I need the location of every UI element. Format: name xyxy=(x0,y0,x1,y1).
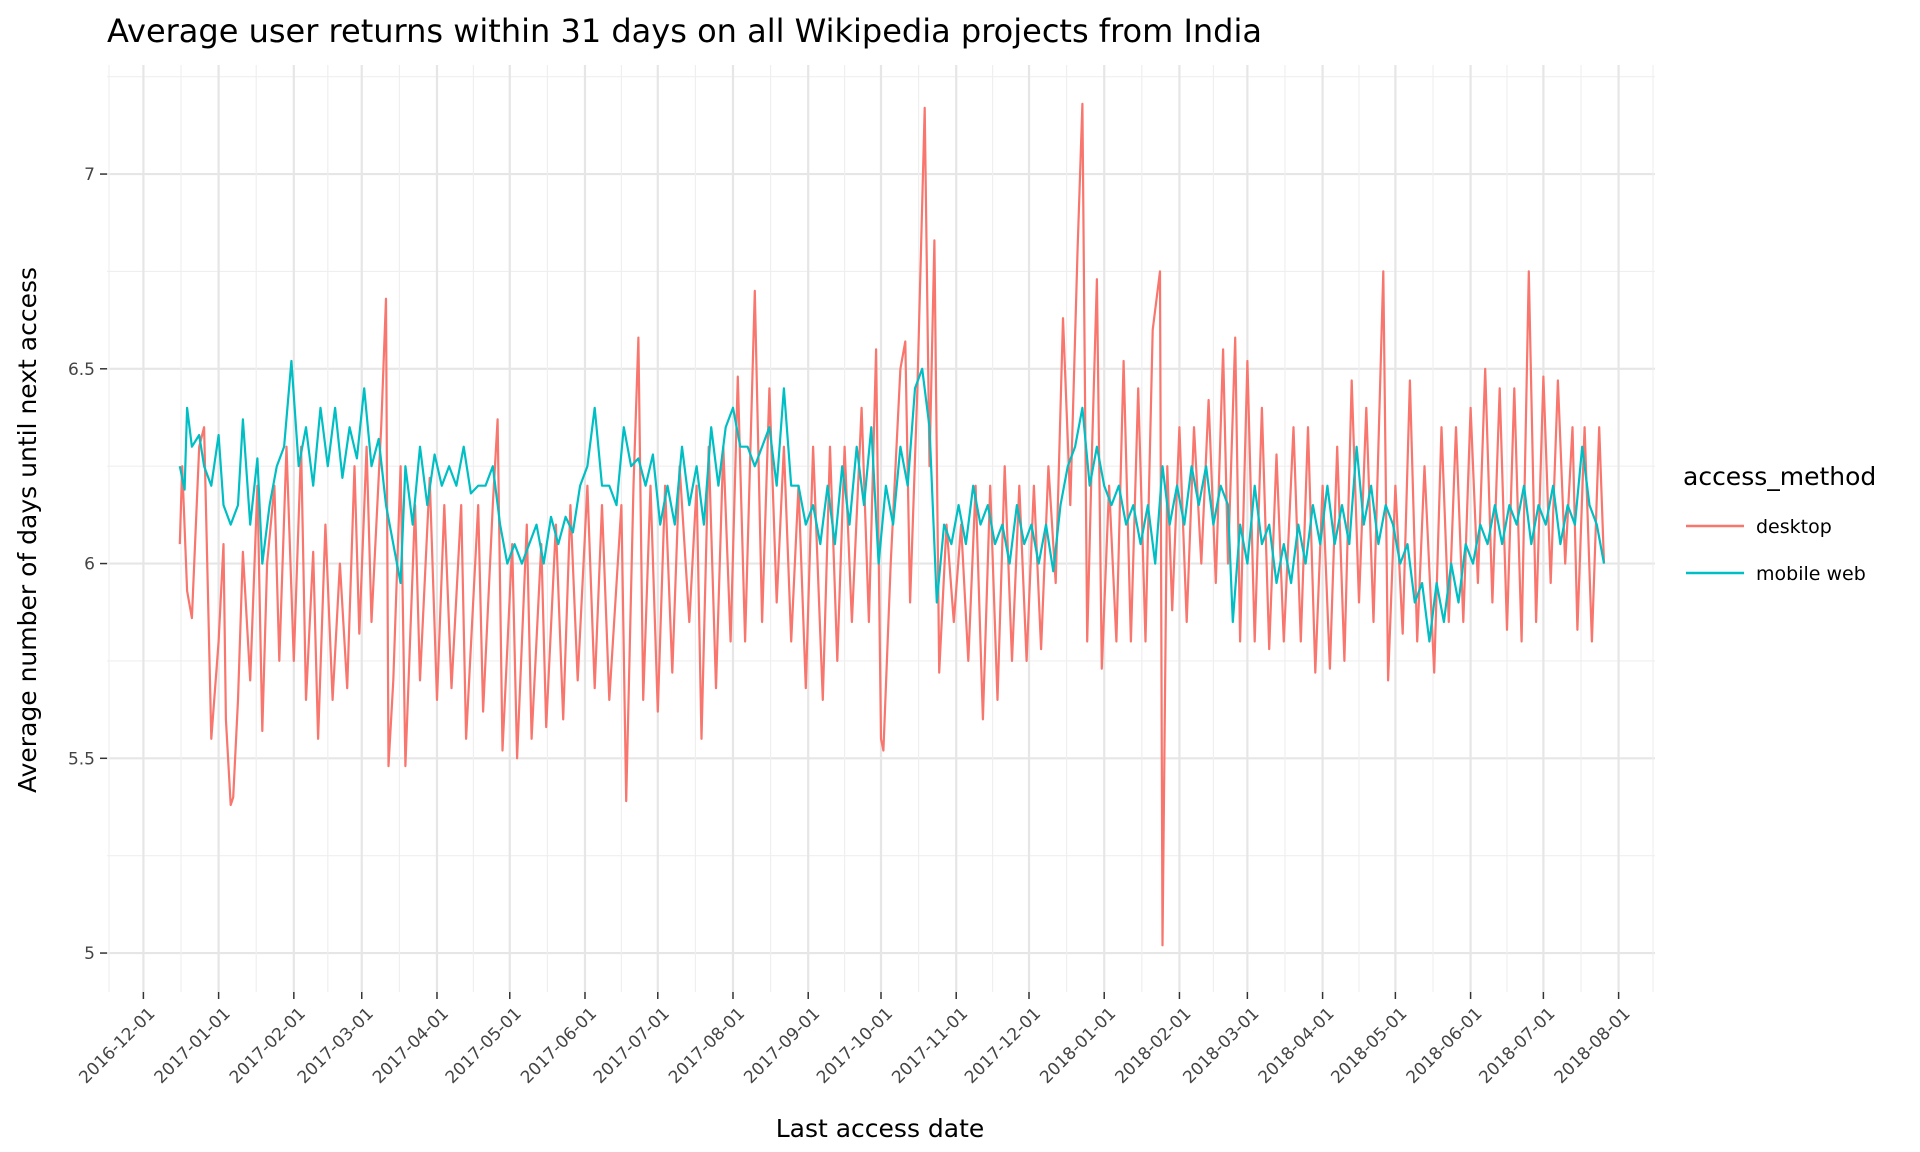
x-tick-label: 2018-06-01 xyxy=(1403,1004,1487,1088)
x-tick-label: 2017-04-01 xyxy=(369,1004,453,1088)
x-tick-label: 2017-11-01 xyxy=(888,1004,972,1088)
chart-title: Average user returns within 31 days on a… xyxy=(107,12,1262,50)
x-tick-label: 2017-08-01 xyxy=(665,1004,749,1088)
x-axis-title: Last access date xyxy=(776,1114,985,1143)
legend-items: desktop mobile web xyxy=(1686,516,1866,585)
legend-label-desktop: desktop xyxy=(1756,516,1832,538)
x-tick-label: 2018-04-01 xyxy=(1255,1004,1339,1088)
legend-title: access_method xyxy=(1683,462,1876,491)
y-tick-label: 6.5 xyxy=(68,360,95,380)
x-tick-label: 2018-01-01 xyxy=(1036,1004,1120,1088)
series-line-mobile-web xyxy=(178,359,1606,643)
x-axis: 2016-12-012017-01-012017-02-012017-03-01… xyxy=(75,992,1635,1088)
legend-label-mobile-web: mobile web xyxy=(1756,563,1866,585)
y-axis: 5 5.5 6 6.5 7 xyxy=(68,165,107,964)
x-tick-label: 2017-12-01 xyxy=(961,1004,1045,1088)
y-tick-label: 6 xyxy=(84,555,95,575)
x-tick-label: 2017-09-01 xyxy=(740,1004,824,1088)
x-tick-label: 2017-05-01 xyxy=(442,1004,526,1088)
y-tick-label: 7 xyxy=(84,165,95,185)
legend: access_method desktop mobile web xyxy=(1683,462,1876,585)
x-tick-label: 2016-12-01 xyxy=(75,1004,159,1088)
y-axis-title: Average number of days until next access xyxy=(13,267,42,793)
y-tick-label: 5 xyxy=(84,944,95,964)
series-line-desktop xyxy=(178,102,1606,947)
x-tick-label: 2017-10-01 xyxy=(813,1004,897,1088)
y-tick-label: 5.5 xyxy=(68,749,95,769)
series-lines xyxy=(178,102,1606,947)
x-tick-label: 2017-06-01 xyxy=(517,1004,601,1088)
x-tick-label: 2018-08-01 xyxy=(1551,1004,1635,1088)
x-tick-label: 2017-07-01 xyxy=(590,1004,674,1088)
x-tick-label: 2017-01-01 xyxy=(151,1004,235,1088)
x-tick-label: 2018-07-01 xyxy=(1475,1004,1559,1088)
x-tick-label: 2018-05-01 xyxy=(1327,1004,1411,1088)
